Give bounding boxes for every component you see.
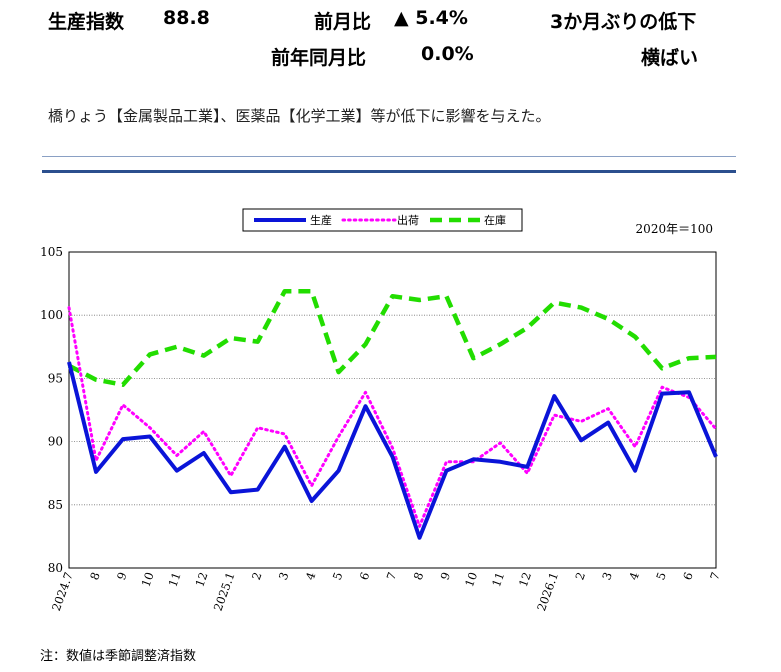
- production-index-value: 88.8: [163, 7, 210, 29]
- mom-note: 3か月ぶりの低下: [550, 11, 697, 33]
- x-tick-label: 7: [384, 570, 400, 582]
- y-tick-label: 100: [40, 308, 63, 322]
- divider-thin: [42, 156, 736, 157]
- x-tick-label: 4: [303, 570, 319, 582]
- x-tick-label: 8: [411, 570, 427, 582]
- x-tick-label: 11: [489, 570, 507, 589]
- footnote: 注：数値は季節調整済指数: [40, 649, 197, 664]
- y-tick-label: 85: [48, 498, 63, 512]
- divider-thick: [42, 170, 736, 173]
- x-tick-label: 4: [626, 570, 642, 582]
- x-tick-label: 5: [653, 570, 669, 582]
- legend-label: 在庫: [484, 213, 506, 227]
- y-tick-label: 90: [48, 435, 63, 449]
- x-tick-label: 10: [462, 570, 480, 589]
- yoy-note: 横ばい: [641, 47, 699, 69]
- x-tick-label: 12: [516, 570, 534, 589]
- series-line-inventory: [67, 288, 717, 387]
- series-line-shipments: [67, 306, 718, 528]
- yoy-value: 0.0%: [421, 43, 474, 65]
- y-tick-label: 105: [40, 245, 63, 259]
- unit-label: 2020年＝100: [636, 222, 713, 236]
- x-tick-label: 6: [680, 570, 696, 582]
- mom-label: 前月比: [314, 11, 372, 33]
- x-tick-label: 9: [114, 570, 130, 582]
- y-tick-label: 80: [48, 561, 63, 575]
- legend-label: 出荷: [397, 213, 419, 227]
- x-tick-label: 2026.1: [534, 570, 561, 613]
- production-index-label: 生産指数: [48, 11, 125, 33]
- plot-area: [68, 251, 717, 569]
- x-tick-label: 10: [139, 570, 157, 589]
- x-tick-label: 7: [707, 570, 723, 582]
- x-tick-label: 9: [438, 570, 454, 582]
- x-tick-label: 3: [599, 570, 615, 582]
- x-tick-label: 2: [572, 570, 588, 582]
- x-tick-label: 6: [357, 570, 373, 582]
- y-tick-label: 95: [48, 371, 63, 385]
- series-line-production: [67, 361, 718, 540]
- yoy-label: 前年同月比: [271, 47, 367, 69]
- x-tick-label: 5: [330, 570, 346, 582]
- x-tick-label: 2024.7: [49, 570, 76, 613]
- x-tick-label: 11: [165, 570, 183, 589]
- comment-text: 橋りょう【金属製品工業】、医薬品【化学工業】等が低下に影響を与えた。: [48, 107, 551, 125]
- x-tick-label: 2025.1: [211, 570, 238, 613]
- x-tick-label: 2: [249, 570, 265, 582]
- mom-value: ▲ 5.4%: [394, 7, 468, 29]
- legend-label: 生産: [310, 213, 332, 227]
- x-tick-label: 12: [192, 570, 210, 589]
- x-tick-label: 3: [276, 570, 292, 582]
- x-tick-label: 8: [87, 570, 103, 582]
